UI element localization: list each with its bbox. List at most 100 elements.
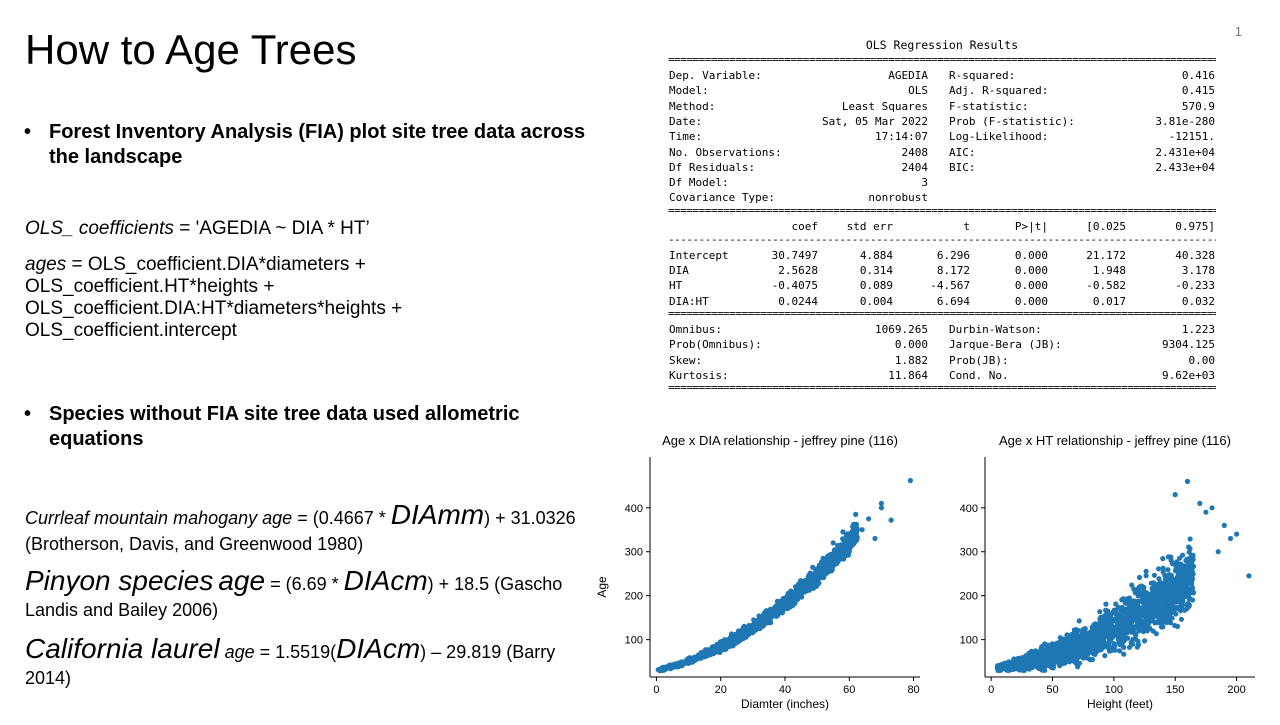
scatter-point <box>1063 658 1070 664</box>
scatter-point <box>795 588 801 594</box>
ols-label: Cond. No. <box>949 368 1009 382</box>
ols-label: Df Model: <box>669 176 729 190</box>
scatter-point <box>1234 531 1240 537</box>
scatter-point <box>1018 663 1024 670</box>
scatter-point <box>1165 567 1171 573</box>
scatter-point <box>1160 565 1166 571</box>
ols-coef-header: coef <box>791 219 819 233</box>
scatter-point <box>1083 645 1089 651</box>
ols-value: 3 <box>921 176 928 190</box>
scatter-point <box>1105 643 1111 649</box>
ols-coef-value: 3.178 <box>1181 264 1215 277</box>
scatter-point <box>1172 622 1178 629</box>
scatter-point <box>1061 636 1067 642</box>
scatter-point <box>1135 642 1142 648</box>
scatter-point <box>1221 522 1227 528</box>
scatter-point <box>1134 602 1140 608</box>
scatter-point <box>1081 651 1087 657</box>
scatter-point <box>1121 651 1127 657</box>
dia-var: DIAcm <box>343 565 428 596</box>
ols-coef-value: 0.000 <box>1014 279 1048 293</box>
y-axis-label: Age <box>595 576 609 598</box>
species-name: Pinyon species <box>25 565 214 596</box>
ols-value: 2408 <box>901 145 929 159</box>
bullet-text: Species without FIA site tree data used … <box>49 403 520 450</box>
scatter-point <box>1093 650 1099 656</box>
scatter-point <box>664 664 671 670</box>
scatter-point <box>1165 572 1171 579</box>
scatter-point <box>1144 598 1150 604</box>
bullet-dot-icon: • <box>24 403 32 425</box>
scatter-point <box>1203 509 1209 515</box>
ols-value: 2.433e+04 <box>1155 160 1215 174</box>
ols-value: AGEDIA <box>888 69 928 82</box>
ols-label: Method: <box>669 99 716 113</box>
chart-title: Age x DIA relationship - jeffrey pine (1… <box>662 433 898 448</box>
ols-coef-value: 1.948 <box>1092 264 1126 277</box>
ols-label: Omnibus: <box>669 322 722 336</box>
scatter-point <box>1133 632 1139 638</box>
scatter-point <box>1179 594 1185 600</box>
scatter-point <box>1047 662 1054 668</box>
scatter-point <box>1108 630 1114 636</box>
scatter-point <box>1061 648 1067 654</box>
scatter-point <box>1053 645 1059 651</box>
scatter-point <box>842 542 848 548</box>
scatter-charts: Age x DIA relationship - jeffrey pine (1… <box>595 433 1255 711</box>
scatter-point <box>1057 645 1063 651</box>
ols-label: Time: <box>669 130 703 144</box>
scatter-point <box>1053 659 1059 665</box>
scatter-point <box>1055 655 1061 661</box>
scatter-point <box>1059 660 1066 667</box>
scatter-point <box>1147 625 1153 631</box>
scatter-point <box>1197 500 1203 506</box>
scatter-point <box>836 557 842 563</box>
scatter-point <box>1009 663 1015 669</box>
ols-coef-value: 0.000 <box>1014 264 1048 277</box>
scatter-point <box>757 619 763 625</box>
dia-var: DIAmm <box>390 499 485 530</box>
y-tick-label: 400 <box>960 503 978 515</box>
scatter-point <box>1026 650 1032 656</box>
scatter-point <box>813 571 819 577</box>
scatter-point <box>784 594 790 600</box>
equation-part: = (6.69 * <box>265 574 344 594</box>
bullet-allometric: • Species without FIA site tree data use… <box>24 402 584 452</box>
scatter-point <box>1227 535 1234 542</box>
scatter-point <box>1160 624 1166 630</box>
ols-coef-value: 0.314 <box>859 264 893 277</box>
scatter-point <box>1209 505 1215 511</box>
scatter-point <box>1142 638 1148 644</box>
scatter-point <box>1100 614 1106 620</box>
x-tick-label: 50 <box>1046 684 1058 696</box>
scatter-point <box>821 572 827 579</box>
scatter-point <box>888 517 894 523</box>
equation-mahogany: Currleaf mountain mahogany age = (0.4667… <box>25 499 585 557</box>
scatter-point <box>1136 574 1143 581</box>
scatter-point <box>1138 598 1145 604</box>
y-tick-label: 100 <box>960 635 978 647</box>
scatter-point <box>1160 598 1166 604</box>
ols-value: 0.416 <box>1181 69 1215 82</box>
ages-formula-line: ages = OLS_coefficient.DIA*diameters + O… <box>25 254 445 342</box>
scatter-point <box>1081 626 1087 632</box>
scatter-point <box>1160 605 1166 611</box>
scatter-point <box>1071 629 1078 635</box>
ols-value: 0.415 <box>1181 84 1215 98</box>
bullet-fia: • Forest Inventory Analysis (FIA) plot s… <box>24 120 585 170</box>
age-label: age <box>262 508 293 528</box>
scatter-point <box>1161 580 1168 586</box>
ols-results-table: OLS Regression Results =================… <box>668 38 1216 402</box>
scatter-point <box>1125 622 1131 628</box>
scatter-point <box>1178 602 1184 608</box>
ols-coef-header: 0.975] <box>1175 219 1215 233</box>
scatter-point <box>1190 552 1196 558</box>
scatter-point <box>1151 599 1157 606</box>
ols-coef-name: DIA <box>669 264 689 277</box>
scatter-point <box>1049 649 1055 656</box>
scatter-point <box>846 549 852 555</box>
age-label: age <box>218 565 266 596</box>
scatter-point <box>1083 630 1089 636</box>
ols-coef-header: [0.025 <box>1086 219 1126 233</box>
scatter-point <box>1130 636 1136 642</box>
